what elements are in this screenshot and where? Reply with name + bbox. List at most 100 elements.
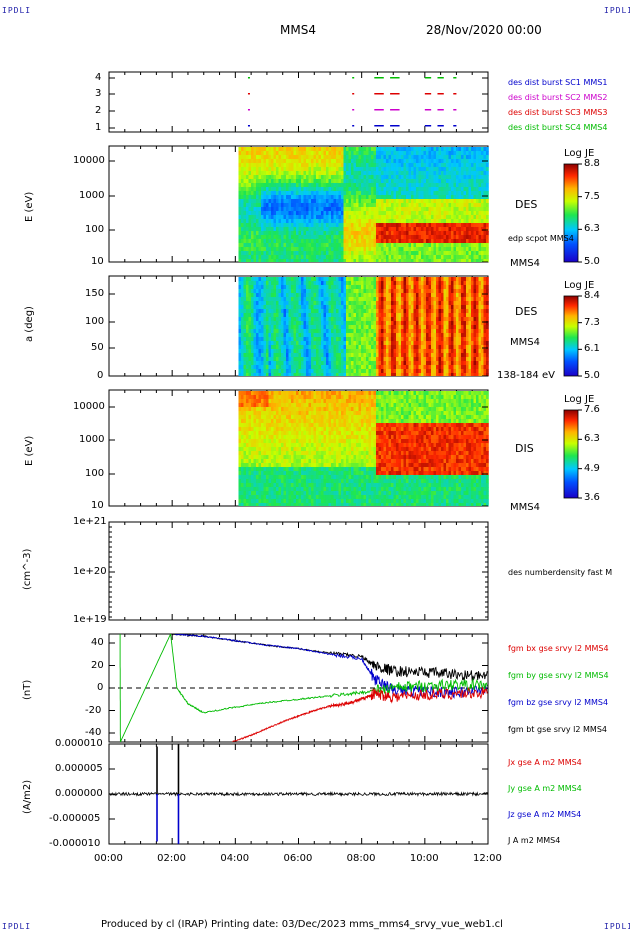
y-tick-label: 50 [91, 342, 104, 353]
y-tick-label: 10000 [73, 155, 105, 166]
y-axis-label: E (eV) [24, 435, 35, 466]
colorbar-title: Log JE [564, 280, 595, 291]
y-tick-label: 20 [91, 659, 104, 671]
b-series-0 [171, 634, 488, 682]
b-series-3 [232, 686, 488, 742]
b-legend-3: fgm bt gse srvy l2 MMS4 [508, 725, 607, 734]
panel-frame-0 [108, 71, 489, 133]
x-tick-label: 08:00 [346, 853, 376, 864]
colorbar-3 [563, 409, 579, 499]
electron-pitch-heatmap [238, 277, 489, 376]
burst-segment [437, 93, 444, 95]
b-legend-0: fgm bx gse srvy l2 MMS4 [508, 644, 609, 653]
side-label-des: DES [515, 198, 538, 211]
colorbar-title: Log JE [564, 394, 595, 405]
burst-segment [453, 93, 457, 95]
y-tick-label: 40 [91, 637, 104, 648]
colorbar-tick-label: 7.6 [584, 404, 600, 415]
y-tick-label: 1e+20 [73, 566, 107, 577]
burst-segment [424, 93, 432, 95]
ion-energy-heatmap [238, 391, 489, 506]
burst-segment [352, 125, 355, 127]
y-tick-label: 100 [85, 468, 105, 479]
colorbar-tick-label: 6.3 [584, 223, 600, 235]
y-tick-label: 4 [95, 72, 102, 83]
side-bottom: MMS4 [510, 258, 540, 269]
burst-segment [390, 93, 400, 95]
y-tick-label: 10 [91, 500, 104, 511]
x-tick-label: 12:00 [473, 853, 502, 864]
y-axis-label: a (deg) [24, 306, 35, 342]
y-axis-label: (A/m2) [22, 779, 33, 814]
y-tick-label: 2 [95, 105, 102, 116]
y-tick-label: -0.000010 [49, 838, 101, 849]
j-legend-3: J A m2 MMS4 [508, 836, 561, 845]
x-tick-label: 10:00 [409, 853, 439, 864]
burst-segment [352, 109, 355, 111]
burst-segment [352, 77, 355, 79]
j-legend-0: Jx gse A m2 MMS4 [508, 758, 582, 767]
y-tick-label: -40 [85, 727, 102, 738]
burst-segment [437, 77, 444, 79]
colorbar-2 [563, 295, 579, 377]
burst-segment [374, 125, 384, 127]
corner-logo-tl: IPDLI [2, 6, 32, 15]
panel-frame-4 [108, 521, 489, 621]
colorbar-tick-label: 3.6 [584, 492, 600, 503]
y-tick-label: 1000 [79, 434, 105, 445]
x-tick-label: 06:00 [283, 853, 313, 864]
burst-segment [453, 125, 457, 127]
side-bottom-energy: 138-184 eV [497, 370, 555, 381]
corner-logo-tr: IPDLI [604, 6, 630, 15]
burst-legend-4: des dist burst SC4 MMS4 [508, 123, 608, 132]
burst-segment [247, 77, 250, 79]
corner-logo-bl: IPDLI [2, 922, 32, 931]
side-bottom-dis: MMS4 [510, 502, 540, 513]
burst-segment [247, 109, 250, 111]
side-label-dis: DIS [515, 442, 534, 455]
burst-legend-2: des dist burst SC2 MMS2 [508, 93, 608, 102]
y-tick-label: 3 [95, 88, 102, 99]
b-legend-2: fgm bz gse srvy l2 MMS4 [508, 698, 609, 707]
burst-segment [390, 109, 400, 111]
colorbar-tick-label: 8.8 [584, 158, 600, 169]
j-legend-1: Jy gse A m2 MMS4 [508, 784, 582, 793]
burst-segment [390, 77, 400, 79]
y-tick-label: 0.000000 [55, 788, 103, 799]
y-axis-label: (nT) [22, 679, 33, 700]
burst-segment [247, 125, 250, 127]
burst-segment [424, 125, 432, 127]
colorbar-tick-label: 5.0 [584, 370, 600, 381]
b-legend-1: fgm by gse srvy l2 MMS4 [508, 671, 609, 680]
burst-segment [424, 77, 432, 79]
burst-segment [453, 77, 457, 79]
burst-legend-1: des dist burst SC1 MMS1 [508, 78, 608, 87]
colorbar-tick-label: 7.3 [584, 316, 600, 328]
spacecraft-title: MMS4 [280, 23, 316, 37]
j-legend-2: Jz gse A m2 MMS4 [508, 810, 582, 819]
y-tick-label: 0 [97, 370, 104, 381]
y-tick-label: -0.000005 [49, 813, 101, 824]
burst-segment [437, 125, 444, 127]
y-axis-label: E (eV) [24, 191, 35, 222]
y-tick-label: 0 [97, 682, 104, 693]
y-tick-label: 10000 [73, 401, 105, 412]
y-tick-label: -20 [85, 704, 102, 716]
side-label-des-pa: DES [515, 305, 538, 318]
y-tick-label: 0.000005 [55, 763, 103, 774]
y-tick-label: 0.000010 [55, 738, 103, 749]
colorbar-tick-label: 6.3 [584, 433, 600, 445]
colorbar-tick-label: 6.1 [584, 343, 600, 355]
x-tick-label: 04:00 [220, 853, 250, 864]
y-tick-label: 1000 [79, 190, 105, 201]
colorbar-tick-label: 5.0 [584, 256, 600, 267]
x-tick-label: 00:00 [94, 853, 123, 864]
y-tick-label: 150 [85, 288, 105, 299]
burst-segment [374, 93, 384, 95]
y-tick-label: 100 [85, 316, 105, 327]
burst-segment [390, 125, 400, 127]
colorbar-title: Log JE [564, 148, 595, 159]
date-title: 28/Nov/2020 00:00 [426, 23, 542, 37]
